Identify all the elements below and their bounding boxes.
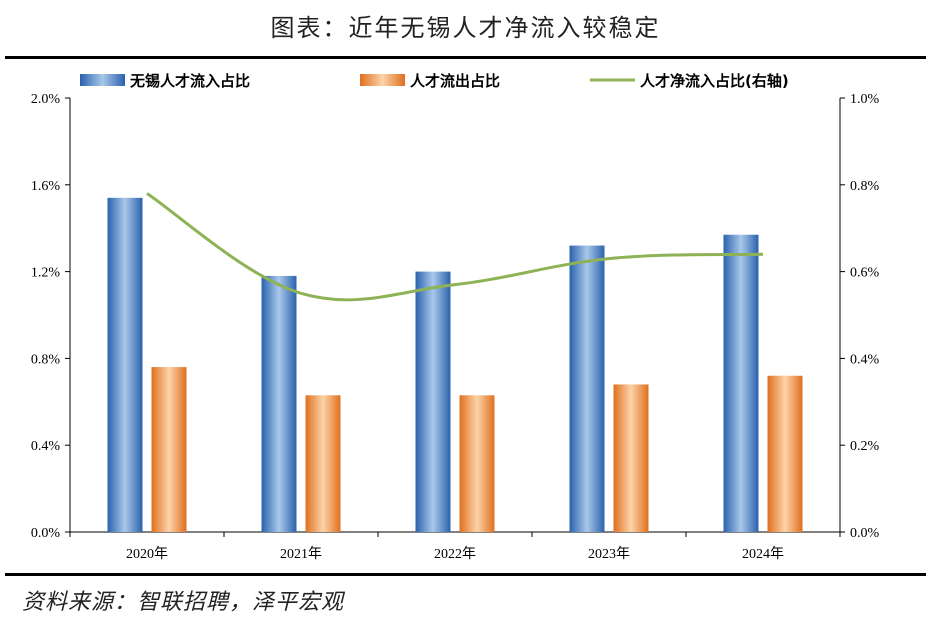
chart-title: 图表：近年无锡人才净流入较稳定 (270, 14, 661, 42)
x-tick-label: 2022年 (434, 546, 476, 562)
legend-outflow-label: 人才流出占比 (410, 72, 500, 90)
inflow-bar (261, 275, 297, 532)
x-tick-label: 2021年 (280, 546, 322, 562)
inflow-bar (569, 245, 605, 532)
lines (146, 192, 764, 302)
top-rule (5, 56, 926, 59)
legend-inflow-swatch (80, 74, 125, 86)
legend-inflow-label: 无锡人才流入占比 (129, 72, 250, 90)
left-tick-label: 1.6% (31, 179, 61, 194)
x-tick-label: 2020年 (126, 546, 168, 562)
x-tick-label: 2024年 (742, 546, 784, 562)
legend-net-label: 人才净流入占比(右轴) (640, 72, 789, 90)
right-tick-label: 0.0% (850, 526, 880, 541)
outflow-bar (305, 395, 341, 532)
left-tick-label: 0.8% (31, 352, 61, 367)
right-tick-label: 1.0% (850, 92, 880, 107)
outflow-bar (767, 375, 803, 532)
right-tick-label: 0.2% (850, 439, 880, 454)
legend-outflow-swatch (360, 74, 405, 86)
x-tick-label: 2023年 (588, 546, 630, 562)
legend: 无锡人才流入占比 人才流出占比 人才净流入占比(右轴) (80, 72, 789, 90)
bottom-rule (5, 573, 926, 576)
axes: 0.0% 0.4% 0.8% 1.2% 1.6% 2.0% 0.0% 0.2% 0.4% 0.6%… (31, 92, 880, 562)
right-tick-label: 0.6% (850, 266, 880, 281)
inflow-bar (723, 234, 759, 532)
left-tick-label: 1.2% (31, 266, 61, 281)
left-tick-label: 2.0% (31, 92, 61, 107)
outflow-bar (613, 384, 649, 532)
left-tick-label: 0.0% (31, 526, 61, 541)
right-tick-label: 0.4% (850, 352, 880, 367)
outflow-bar (459, 395, 495, 532)
right-tick-label: 0.8% (850, 179, 880, 194)
bars (107, 197, 803, 532)
left-tick-label: 0.4% (31, 439, 61, 454)
source-note: 资料来源：智联招聘，泽平宏观 (22, 590, 345, 615)
inflow-bar (415, 271, 451, 532)
inflow-bar (107, 197, 143, 532)
net-inflow-line (146, 192, 764, 302)
outflow-bar (151, 367, 187, 532)
